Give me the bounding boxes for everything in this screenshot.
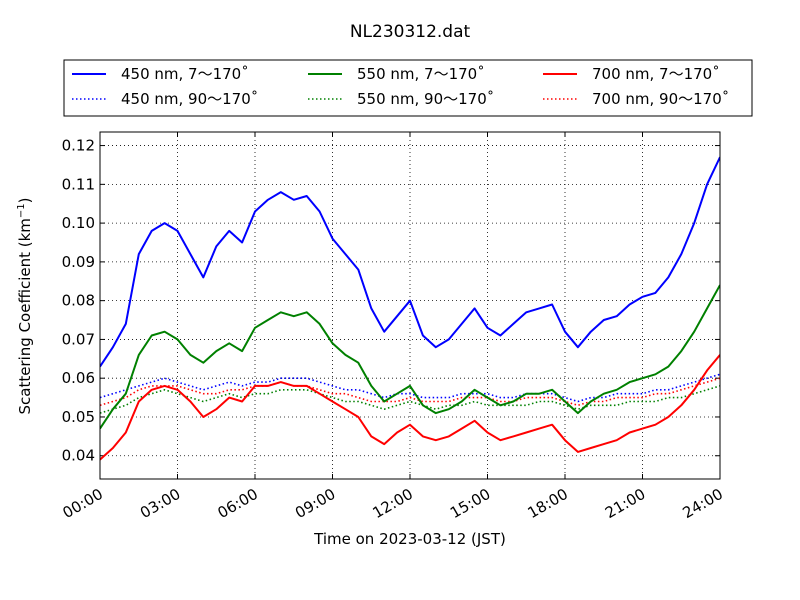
- y-axis-label-exponent: −1: [16, 203, 27, 218]
- y-tick-label: 0.08: [62, 292, 95, 310]
- series-line: [100, 385, 720, 414]
- series-line: [100, 284, 720, 430]
- x-tick-label: 06:00: [215, 485, 261, 522]
- chart-title: NL230312.dat: [350, 22, 471, 42]
- y-tick-label: 0.05: [62, 408, 95, 426]
- y-tick-label: 0.12: [62, 137, 95, 155]
- y-tick-label: 0.10: [62, 214, 95, 232]
- series-line: [100, 377, 720, 407]
- x-tick-label: 00:00: [60, 485, 106, 522]
- axis-ticks: 00:00 03:00 06:00 09:00 12:00 15:00 18:00 21:00…: [60, 132, 726, 522]
- x-tick-label: 09:00: [292, 485, 338, 522]
- y-tick-label: 0.07: [62, 330, 95, 348]
- x-tick-label: 24:00: [680, 485, 726, 522]
- series-line: [100, 354, 720, 461]
- series-line: [100, 156, 720, 368]
- x-tick-label: 18:00: [525, 485, 571, 522]
- legend: 450 nm, 7～170˚ 550 nm, 7～170˚ 700 nm, 7～17…: [63, 59, 753, 117]
- legend-label: 450 nm, 7～170˚: [121, 65, 249, 83]
- legend-label: 700 nm, 90～170˚: [592, 90, 729, 108]
- x-tick-label: 21:00: [602, 485, 648, 522]
- y-tick-label: 0.09: [62, 253, 95, 271]
- legend-label: 550 nm, 90～170˚: [357, 90, 494, 108]
- y-axis-label-main: Scattering Coefficient (km: [16, 218, 34, 414]
- legend-label: 550 nm, 7～170˚: [357, 65, 485, 83]
- plot-frame: [99, 131, 721, 480]
- series-layer: [100, 156, 720, 461]
- y-tick-label: 0.11: [62, 175, 95, 193]
- grid: [100, 132, 720, 479]
- y-axis-label-close: ): [16, 197, 34, 203]
- y-tick-label: 0.06: [62, 369, 95, 387]
- y-tick-label: 0.04: [62, 447, 95, 465]
- series-line: [100, 373, 720, 403]
- x-tick-label: 12:00: [370, 485, 416, 522]
- x-tick-label: 15:00: [447, 485, 493, 522]
- x-tick-label: 03:00: [137, 485, 183, 522]
- y-axis-label: Scattering Coefficient (km−1): [16, 197, 34, 414]
- legend-box: [63, 59, 753, 117]
- legend-label: 450 nm, 90～170˚: [121, 90, 258, 108]
- x-axis-label: Time on 2023-03-12 (JST): [313, 530, 506, 548]
- legend-label: 700 nm, 7～170˚: [592, 65, 720, 83]
